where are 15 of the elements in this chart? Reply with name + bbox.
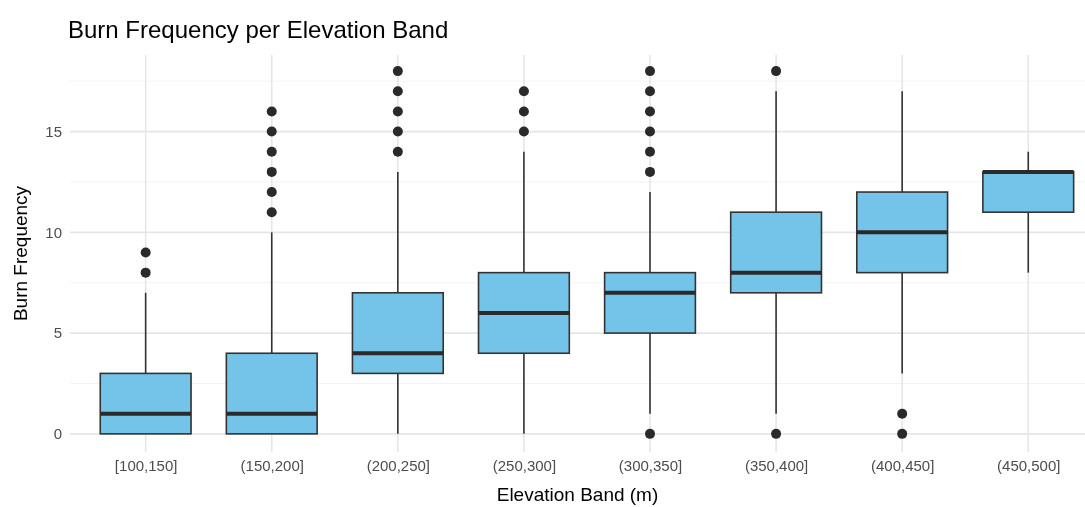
x-tick-label: (200,250] (366, 456, 431, 474)
x-tick-label: [100,150] (114, 456, 178, 474)
x-axis-title: Elevation Band (m) (496, 484, 659, 505)
x-tick-label: (450,500] (997, 456, 1061, 474)
y-tick-label: 0 (53, 425, 62, 443)
y-tick-label: 10 (45, 223, 62, 241)
x-tick-label: (400,450] (870, 456, 935, 474)
x-tick-label: (250,300] (492, 456, 557, 474)
chart-title: Burn Frequency per Elevation Band (68, 16, 449, 43)
x-tick-label: (150,200] (240, 456, 304, 474)
x-tick-label: (300,350] (618, 456, 683, 474)
x-tick-label: (350,400] (744, 456, 809, 474)
y-axis-title: Burn Frequency (10, 185, 31, 322)
y-tick-label: 5 (53, 324, 62, 342)
y-tick-label: 15 (45, 122, 62, 140)
